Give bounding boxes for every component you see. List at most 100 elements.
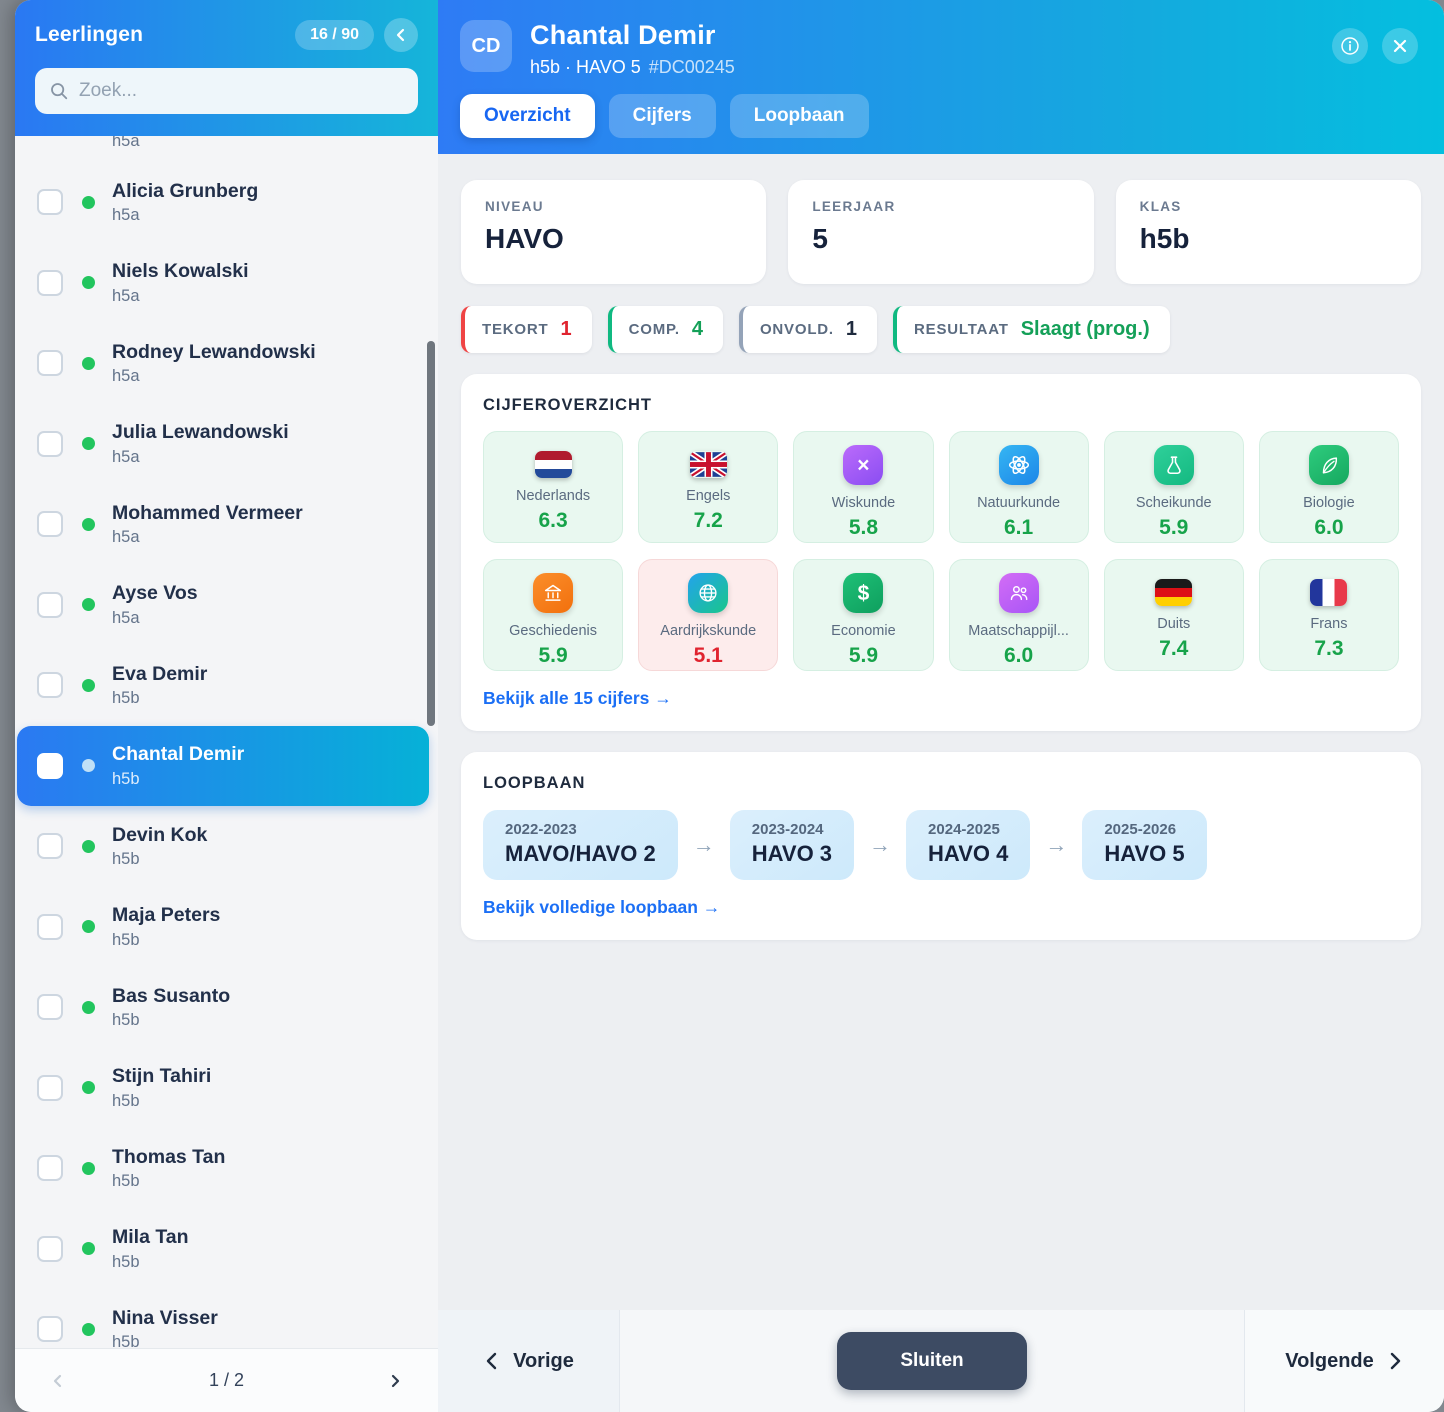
career-year: 2023-2024 (751, 821, 824, 838)
multiply-glyph: × (857, 453, 870, 477)
list-item[interactable]: Mila Tan h5b (15, 1209, 438, 1290)
student-checkbox[interactable] (37, 269, 63, 296)
list-item[interactable]: Maja Peters h5b (15, 887, 438, 968)
info-card-value: h5b (1139, 223, 1190, 254)
student-checkbox[interactable] (37, 672, 63, 699)
status-dot (82, 1161, 95, 1175)
grade-tile-insufficient[interactable]: Aardrijkskunde 5.1 (638, 559, 779, 671)
next-student-button[interactable]: Volgende (1244, 1310, 1444, 1412)
grade-tile[interactable]: Nederlands 6.3 (483, 431, 624, 543)
view-all-grades-link[interactable]: Bekijk alle 15 cijfers → (483, 688, 672, 708)
detail-content: NIVEAU HAVO LEERJAAR 5 KLAS h5b TEKORT 1… (438, 154, 1444, 1310)
tab-bar: Overzicht Cijfers Loopbaan (460, 94, 1418, 138)
sidebar-title: Leerlingen (35, 23, 144, 46)
sidebar-scrollbar[interactable] (427, 341, 435, 726)
tab-cijfers[interactable]: Cijfers (608, 94, 716, 138)
list-item[interactable]: Rodney Lewandowski h5a (15, 323, 438, 404)
list-item-selected[interactable]: Chantal Demir h5b (17, 725, 429, 806)
grade-tile[interactable]: Natuurkunde 6.1 (948, 431, 1089, 543)
grade-value: 7.4 (1159, 637, 1189, 660)
dollar-icon: $ (843, 573, 884, 613)
status-dot (82, 1322, 95, 1336)
student-checkbox[interactable] (37, 189, 63, 216)
student-name: Julia Lewandowski (112, 421, 289, 444)
student-count-badge: 16 / 90 (295, 20, 374, 50)
list-item[interactable]: Stijn Tahiri h5b (15, 1048, 438, 1129)
grade-tile[interactable]: Geschiedenis 5.9 (483, 559, 624, 671)
grade-value: 6.3 (538, 509, 568, 532)
view-full-career-link[interactable]: Bekijk volledige loopbaan → (483, 897, 721, 917)
pagination-next-button[interactable] (386, 1372, 404, 1390)
student-class: h5b (112, 1172, 140, 1191)
student-checkbox[interactable] (37, 1316, 63, 1343)
student-name: Nina Visser (112, 1306, 218, 1329)
grade-tile[interactable]: × Wiskunde 5.8 (793, 431, 934, 543)
list-item[interactable]: Eva Demir h5b (15, 645, 438, 726)
tab-loopbaan[interactable]: Loopbaan (729, 94, 869, 138)
student-checkbox[interactable] (37, 511, 63, 538)
student-name: Rodney Lewandowski (112, 340, 316, 363)
info-card-label: NIVEAU (485, 199, 544, 214)
student-checkbox[interactable] (37, 752, 63, 779)
student-name: Stijn Tahiri (112, 1065, 212, 1088)
student-checkbox[interactable] (37, 994, 63, 1021)
grade-tile[interactable]: Frans 7.3 (1258, 559, 1399, 671)
info-card-value: 5 (812, 223, 828, 254)
list-item[interactable]: Julia Lewandowski h5a (15, 404, 438, 485)
subject-label: Biologie (1303, 495, 1355, 511)
status-dot (82, 1081, 95, 1095)
list-item[interactable]: Nina Visser h5b (15, 1289, 438, 1348)
student-name: Ayse Vos (112, 582, 198, 605)
arrow-right-icon: → (692, 832, 715, 857)
grade-tile[interactable]: Engels 7.2 (638, 431, 779, 543)
status-dot (82, 356, 95, 370)
list-item-partial[interactable]: h5a (15, 136, 438, 162)
career-year: 2024-2025 (928, 821, 1000, 838)
search-input[interactable] (79, 80, 404, 102)
grade-tile[interactable]: Duits 7.4 (1103, 559, 1244, 671)
subject-label: Nederlands (515, 488, 591, 504)
status-badge-resultaat: RESULTAAT Slaagt (prog.) (893, 306, 1170, 353)
student-checkbox[interactable] (37, 1235, 63, 1262)
status-dot (82, 678, 95, 692)
list-item[interactable]: Devin Kok h5b (15, 806, 438, 887)
arrow-right-icon: → (1045, 832, 1068, 857)
student-checkbox[interactable] (37, 833, 63, 860)
grade-value: 6.0 (1314, 516, 1344, 539)
list-item[interactable]: Mohammed Vermeer h5a (15, 484, 438, 565)
status-dot (82, 276, 95, 290)
list-item[interactable]: Thomas Tan h5b (15, 1128, 438, 1209)
close-button[interactable] (1382, 28, 1418, 64)
list-item[interactable]: Alicia Grunberg h5a (15, 162, 438, 243)
list-item[interactable]: Bas Susanto h5b (15, 967, 438, 1048)
collapse-sidebar-button[interactable] (384, 18, 418, 52)
subject-label: Duits (1157, 616, 1191, 632)
leaf-icon (1308, 445, 1349, 485)
close-dialog-button[interactable]: Sluiten (837, 1332, 1027, 1390)
previous-student-button[interactable]: Vorige (438, 1310, 620, 1412)
grade-tile[interactable]: Biologie 6.0 (1258, 431, 1399, 543)
chevron-right-icon (386, 1372, 404, 1390)
grade-value: 5.9 (848, 644, 879, 667)
status-dot (82, 1000, 95, 1014)
list-item[interactable]: Ayse Vos h5a (15, 565, 438, 646)
info-button[interactable] (1332, 28, 1368, 64)
student-checkbox[interactable] (37, 350, 63, 377)
student-checkbox[interactable] (37, 913, 63, 940)
grade-tile[interactable]: Maatschappijl... 6.0 (948, 559, 1089, 671)
grade-tile[interactable]: Scheikunde 5.9 (1103, 431, 1244, 543)
grade-tile[interactable]: $ Economie 5.9 (793, 559, 934, 671)
student-name: Mila Tan (112, 1226, 189, 1249)
career-year: 2025-2026 (1104, 821, 1177, 838)
student-checkbox[interactable] (37, 1155, 63, 1182)
student-checkbox[interactable] (37, 591, 63, 618)
bottom-bar: Vorige Sluiten Volgende (438, 1310, 1444, 1412)
pagination-prev-button[interactable] (49, 1372, 67, 1390)
student-name: Bas Susanto (112, 984, 231, 1007)
list-item[interactable]: Niels Kowalski h5a (15, 243, 438, 324)
student-name: Mohammed Vermeer (112, 501, 303, 524)
student-checkbox[interactable] (37, 430, 63, 457)
info-icon (1339, 35, 1361, 57)
student-checkbox[interactable] (37, 1074, 63, 1101)
tab-overzicht[interactable]: Overzicht (460, 94, 595, 138)
